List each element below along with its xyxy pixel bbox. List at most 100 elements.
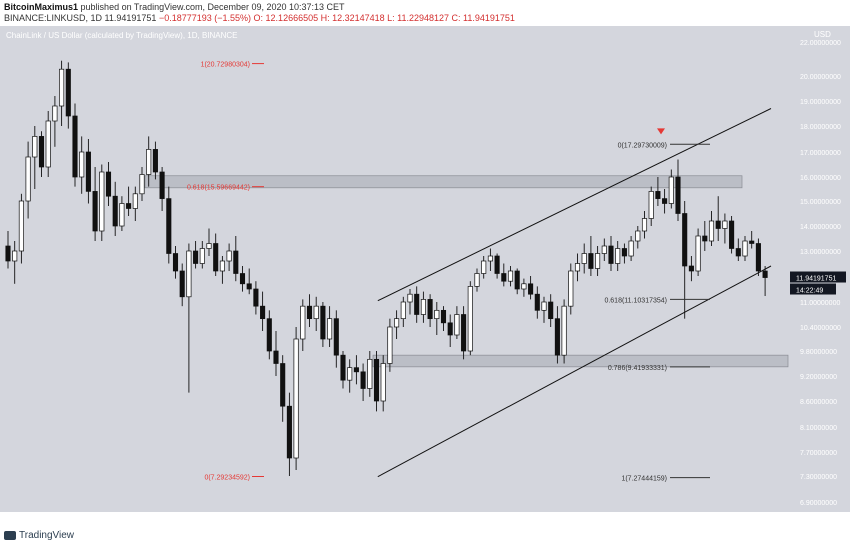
candle-body [702, 235, 708, 242]
tradingview-logo[interactable]: TradingView [4, 530, 74, 541]
candle-body [487, 255, 493, 262]
candle-body [568, 270, 574, 307]
candle [59, 60, 65, 126]
candle [635, 226, 641, 249]
tradingview-brand: TradingView [19, 530, 75, 541]
candle [18, 193, 24, 264]
candle-body [688, 265, 694, 272]
candle-body [561, 305, 567, 356]
candle-body [507, 270, 514, 282]
candle-body [695, 235, 701, 272]
price-tick-label: 14.00000000 [800, 224, 841, 231]
candle-body [534, 293, 540, 311]
fib-level-label: 0.618(15.59669442) [187, 185, 250, 192]
price-tick-label: 9.80000000 [800, 349, 837, 356]
candle [655, 177, 661, 206]
time-tick-label: 14 [216, 516, 224, 523]
candle [373, 351, 380, 412]
candle-body [18, 200, 24, 252]
candle-body [266, 318, 272, 352]
candle-body [501, 273, 507, 282]
candle [755, 238, 761, 276]
channel-upper-line [377, 108, 772, 302]
candle-body [300, 305, 306, 340]
candle [233, 236, 239, 282]
candle-body [755, 243, 761, 272]
candle [179, 263, 185, 307]
candle [662, 189, 668, 214]
fib-level-label: 0(7.29234592) [204, 475, 250, 482]
chart-area[interactable]: ChainLink / US Dollar (calculated by Tra… [0, 10, 850, 531]
candle-body [186, 250, 192, 298]
candle-body [353, 367, 359, 373]
candle [112, 181, 118, 236]
candle-body [668, 176, 674, 204]
candle-body [407, 293, 413, 303]
candle-body [749, 240, 755, 244]
candle [286, 392, 292, 476]
candle-body [32, 136, 38, 158]
candle-body [166, 198, 172, 254]
candle-body [172, 253, 179, 272]
candle [380, 355, 386, 412]
candle-body [400, 301, 406, 320]
candle [695, 228, 701, 276]
candle [454, 306, 460, 339]
candle [226, 243, 232, 271]
candle-body [293, 338, 299, 459]
price-tick-label: 7.70000000 [800, 450, 837, 457]
candle [105, 162, 112, 206]
time-tick-label: 24 [86, 516, 94, 523]
candle-body [621, 248, 627, 257]
candle [45, 111, 51, 177]
candle [481, 256, 487, 279]
candle [581, 243, 587, 274]
candle [414, 286, 420, 323]
plot-background [0, 26, 788, 512]
time-tick-label: Sep [134, 516, 147, 523]
candle [166, 186, 172, 264]
candle-body [360, 371, 366, 389]
candle-body [199, 248, 205, 264]
candle [347, 359, 353, 393]
candle-body [152, 149, 158, 173]
candle-body [494, 255, 500, 274]
fib-level-label: 0.786(9.41933331) [608, 365, 667, 372]
candle-body [260, 305, 266, 320]
candle [327, 306, 333, 347]
horizontal-zone [144, 175, 743, 189]
candle-body [635, 230, 641, 242]
price-tick-label: 13.00000000 [800, 249, 841, 256]
price-tick-label: 9.20000000 [800, 374, 837, 381]
candle [92, 167, 98, 241]
candle [79, 136, 85, 194]
candle-body [427, 299, 433, 320]
candle [340, 351, 346, 389]
candle [159, 167, 165, 211]
candle [253, 281, 259, 315]
candle [615, 241, 621, 271]
candle [514, 268, 520, 295]
candle-body [481, 260, 487, 274]
candle-body [139, 174, 145, 195]
candle [534, 286, 540, 319]
symbol-line: BINANCE:LINKUSD, 1D [4, 13, 103, 23]
candle-body [347, 367, 353, 381]
candle-body [394, 318, 400, 328]
candle [139, 167, 145, 201]
price-chart[interactable]: ChainLink / US Dollar (calculated by Tra… [0, 10, 850, 531]
candle-body [662, 198, 668, 204]
candle [507, 266, 514, 287]
candle-body [708, 220, 715, 242]
candle [708, 211, 715, 246]
candle-body [105, 171, 112, 197]
candle [541, 296, 547, 323]
candle-body [25, 156, 31, 202]
candle-body [79, 151, 85, 178]
candle [561, 299, 567, 364]
candle [554, 306, 560, 364]
candle [568, 263, 574, 315]
publisher-name[interactable]: BitcoinMaximus1 [4, 2, 79, 12]
last-price-badge [790, 271, 846, 283]
candle [126, 186, 132, 216]
